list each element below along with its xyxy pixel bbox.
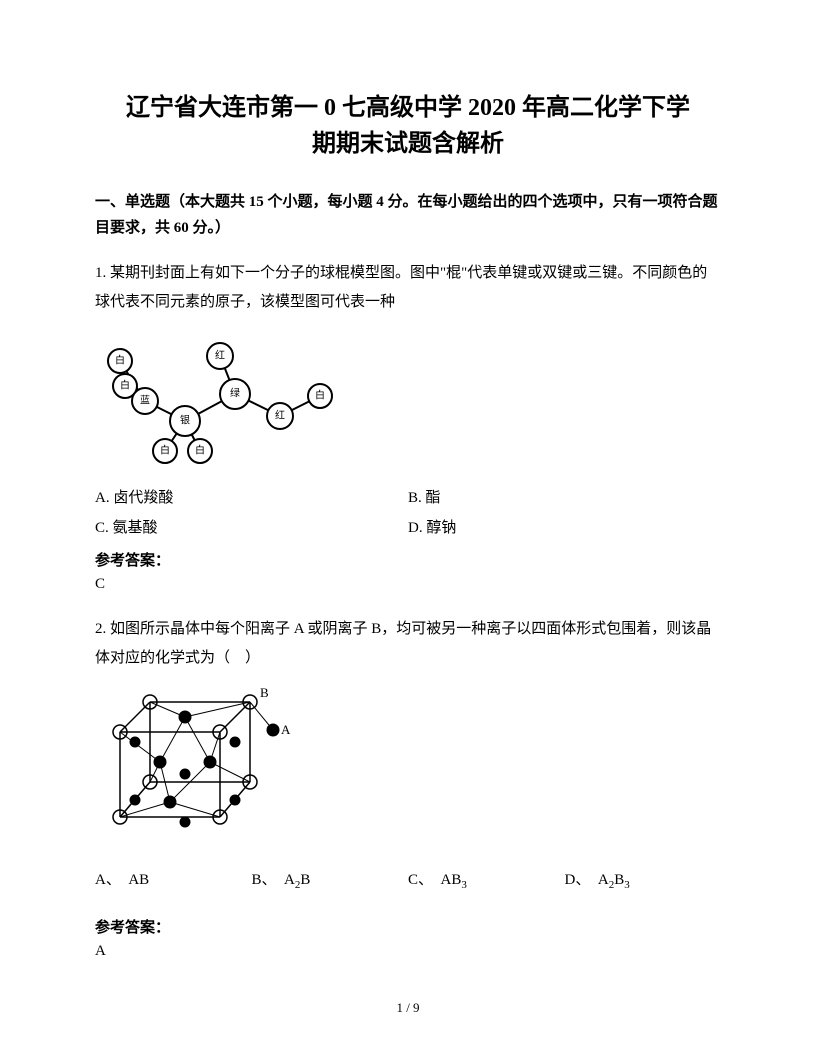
atom-label: 绿 — [230, 387, 240, 400]
section-header: 一、单选题（本大题共 15 个小题，每小题 4 分。在每小题给出的四个选项中，只… — [95, 190, 721, 241]
question-2-figure: B A — [95, 682, 721, 847]
crystal-label-b: B — [260, 685, 269, 700]
atom-label: 白 — [160, 444, 170, 457]
atom-label: 白 — [120, 379, 130, 392]
question-1-text: 1. 某期刊封面上有如下一个分子的球棍模型图。图中"棍"代表单键或双键或三键。不… — [95, 259, 721, 316]
crystal-diagram: B A — [95, 682, 295, 842]
option-a: A. 卤代羧酸 — [95, 483, 408, 513]
question-1-options: A. 卤代羧酸 B. 酯 C. 氨基酸 D. 醇钠 — [95, 483, 721, 543]
option-b: B. 酯 — [408, 483, 721, 513]
option-c: C. 氨基酸 — [95, 513, 408, 543]
option-c: C、 AB3 — [408, 865, 565, 896]
answer-label: 参考答案： — [95, 549, 721, 570]
option-b: B、 A2B — [252, 865, 409, 896]
title-line-1: 辽宁省大连市第一 0 七高级中学 2020 年高二化学下学 — [126, 95, 690, 121]
question-2-text: 2. 如图所示晶体中每个阳离子 A 或阴离子 B，均可被另一种离子以四面体形式包… — [95, 615, 721, 672]
atom-label: 白 — [115, 354, 125, 367]
option-d: D、 A2B3 — [565, 865, 722, 896]
atom-label: 蓝 — [140, 395, 150, 407]
crystal-label-a: A — [281, 722, 291, 737]
option-a: A、 AB — [95, 865, 252, 896]
atom-label: 白 — [315, 389, 325, 402]
question-2-options: A、 AB B、 A2B C、 AB3 D、 A2B3 — [95, 865, 721, 896]
molecule-diagram: 白 白 蓝 白 白 银 红 绿 红 白 — [95, 326, 355, 466]
option-d: D. 醇钠 — [408, 513, 721, 543]
answer-label: 参考答案： — [95, 916, 721, 937]
exam-page: 辽宁省大连市第一 0 七高级中学 2020 年高二化学下学 期期末试题含解析 一… — [0, 0, 816, 1056]
page-title: 辽宁省大连市第一 0 七高级中学 2020 年高二化学下学 期期末试题含解析 — [95, 90, 721, 162]
question-1-answer: C — [95, 576, 721, 593]
atom-label: 白 — [195, 444, 205, 457]
atom-label: 红 — [275, 409, 285, 422]
page-number: 1 / 9 — [0, 1000, 816, 1016]
atom-label: 红 — [215, 349, 225, 362]
question-1-figure: 白 白 蓝 白 白 银 红 绿 红 白 — [95, 326, 721, 471]
title-line-2: 期期末试题含解析 — [312, 131, 504, 157]
question-2-answer: A — [95, 943, 721, 960]
atom-label: 银 — [180, 414, 190, 427]
